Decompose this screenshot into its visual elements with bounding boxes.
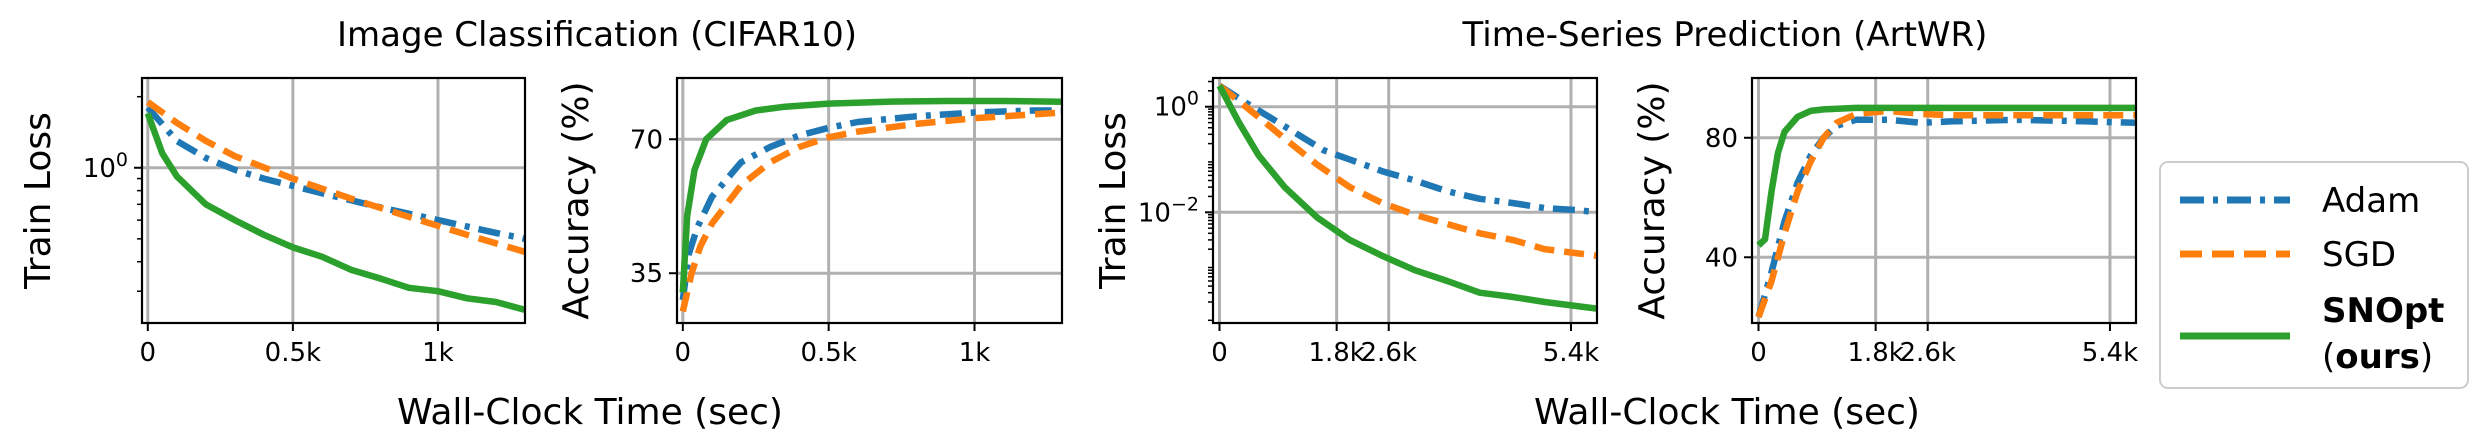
legend-label-sgd: SGD (2322, 235, 2396, 275)
series-line-snopt (1756, 104, 2136, 248)
y-tick-label: 35 (630, 259, 663, 289)
x-tick-label: 5.4k (2082, 338, 2138, 368)
x-tick-label: 5.4k (1543, 338, 1599, 368)
plot-frame (675, 76, 1064, 325)
x-axis-label-image-classification: Wall-Clock Time (sec) (397, 392, 783, 433)
series-line-sgd (1217, 83, 1597, 260)
x-tick-label: 1.8k (1308, 338, 1364, 368)
chart-panel-cifar10-accuracy: 0 0.5k 1k 35 70 Accuracy (%) (556, 76, 1064, 368)
x-tick-label: 0 (675, 338, 692, 368)
x-tick-label: 2.6k (1361, 338, 1417, 368)
y-axis-label: Accuracy (%) (1632, 81, 1673, 319)
plot-frame (1750, 76, 2138, 325)
plot-frame (1211, 76, 1599, 325)
x-tick-label: 0 (1211, 338, 1228, 368)
y-axis-label: Train Loss (1093, 112, 1134, 290)
series-line-snopt (1216, 84, 1597, 312)
x-axis-label-time-series: Wall-Clock Time (sec) (1534, 392, 1920, 433)
y-tick-label: 80 (1705, 124, 1738, 154)
y-tick-label: 40 (1705, 243, 1738, 273)
series-line-sgd (145, 99, 525, 256)
series-line-snopt (679, 97, 1062, 293)
chart-panel-artwr-accuracy: 0 1.8k2.6k 5.4k 40 80 Accuracy (%) (1632, 76, 2138, 368)
y-axis-label: Accuracy (%) (556, 81, 597, 319)
legend-label-adam: Adam (2322, 181, 2420, 221)
y-axis-label: Train Loss (18, 112, 59, 290)
group-title-time-series: Time-Series Prediction (ArtWR) (1462, 15, 1988, 55)
legend-label-snopt: SNOpt (2322, 291, 2444, 331)
legend-sublabel-snopt: (ours) (2322, 337, 2433, 377)
series-line-adam (679, 107, 1062, 301)
legend: Adam SGD SNOpt (ours) (2159, 161, 2469, 389)
x-tick-label: 0.5k (265, 338, 321, 368)
x-tick-label: 2.6k (1900, 338, 1956, 368)
x-tick-label: 0.5k (800, 338, 856, 368)
series-line-sgd (1755, 107, 2136, 319)
y-tick-label: 100 (83, 149, 128, 184)
group-title-image-classification: Image Classification (CIFAR10) (337, 15, 857, 55)
series-line-adam (1217, 82, 1597, 216)
x-tick-label: 1.8k (1847, 338, 1903, 368)
series-line-sgd (679, 109, 1062, 313)
x-tick-label: 0 (1750, 338, 1767, 368)
series-line-adam (1755, 116, 2136, 318)
y-tick-label: 100 (1154, 88, 1199, 123)
series-line-snopt (144, 112, 525, 314)
legend-frame (2159, 161, 2469, 389)
chart-panel-cifar10-train-loss: 0 0.5k 1k 100 Train Loss (18, 76, 527, 368)
y-tick-label: 10−2 (1138, 193, 1199, 228)
plot-frame (140, 76, 527, 325)
x-tick-label: 1k (959, 338, 991, 368)
y-tick-label: 70 (630, 125, 663, 155)
x-tick-label: 1k (422, 338, 454, 368)
x-tick-label: 0 (140, 338, 157, 368)
series-line-adam (145, 105, 525, 242)
